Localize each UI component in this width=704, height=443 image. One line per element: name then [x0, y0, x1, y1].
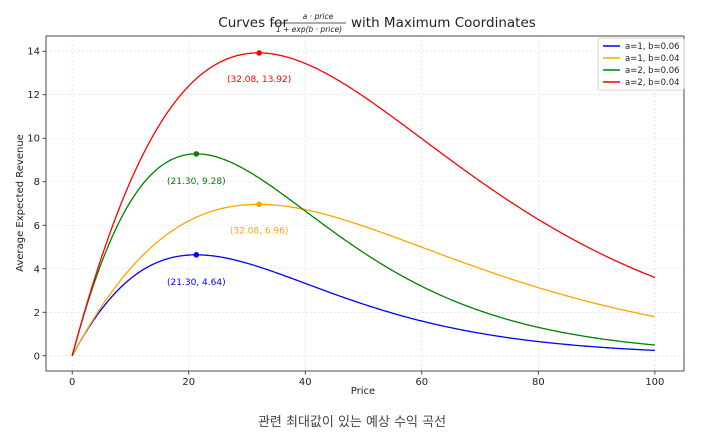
max-point [256, 50, 262, 56]
title-numerator: a · price [303, 12, 334, 21]
curves [71, 52, 656, 357]
max-label: (21.30, 4.64) [167, 278, 226, 288]
legend-label: a=2, b=0.06 [625, 66, 680, 76]
x-axis-label: Price [351, 386, 375, 397]
title-prefix: Curves for [218, 15, 288, 31]
legend-label: a=2, b=0.04 [625, 78, 680, 88]
x-tick-label: 100 [645, 377, 664, 388]
y-tick-label: 6 [34, 221, 40, 232]
max-label: (32.08, 6.96) [230, 226, 289, 236]
legend: a=1, b=0.06 a=1, b=0.04 a=2, b=0.06 a=2, b=… [597, 37, 685, 91]
y-tick-label: 2 [34, 308, 40, 319]
y-tick-label: 14 [27, 47, 40, 58]
max-label: (32.08, 13.92) [227, 75, 291, 85]
figure-caption: 관련 최대값이 있는 예상 수익 곡선 [257, 415, 447, 430]
y-axis-label: Average Expected Revenue [15, 134, 26, 272]
series-line [71, 203, 655, 357]
max-annotations: (21.30, 4.64) (32.08, 6.96) (21.30, 9.28) (… [167, 75, 291, 288]
x-tick-label: 0 [69, 377, 75, 388]
legend-label: a=1, b=0.04 [625, 54, 680, 64]
y-tick-label: 0 [34, 351, 40, 362]
y-tick-label: 8 [34, 177, 40, 188]
x-tick-label: 60 [415, 377, 428, 388]
grid [46, 36, 684, 371]
max-point [256, 201, 262, 208]
x-tick-label: 80 [532, 377, 545, 388]
legend-box [597, 37, 685, 91]
max-point [193, 151, 200, 157]
max-label: (21.30, 9.28) [167, 177, 226, 187]
series-line [71, 153, 655, 356]
legend-label: a=1, b=0.06 [625, 42, 680, 52]
chart-title: Curves for a · price 1 + exp(b · price) … [218, 12, 536, 34]
y-tick-label: 12 [27, 90, 40, 101]
max-point [193, 252, 200, 258]
plot-frame [45, 35, 685, 372]
y-tick-label: 4 [34, 264, 40, 275]
x-tick-label: 20 [182, 377, 195, 388]
chart: (21.30, 4.64) (32.08, 6.96) (21.30, 9.28) (… [15, 12, 685, 397]
series-line [71, 52, 656, 356]
title-suffix: with Maximum Coordinates [351, 15, 536, 31]
y-tick-label: 10 [27, 134, 40, 145]
axis-ticks: 0 20 40 60 80 100 0 2 4 6 8 10 12 14 [27, 47, 664, 388]
max-markers [193, 50, 262, 258]
x-tick-label: 40 [299, 377, 312, 388]
title-denominator: 1 + exp(b · price) [276, 25, 342, 34]
series-line [71, 254, 655, 357]
